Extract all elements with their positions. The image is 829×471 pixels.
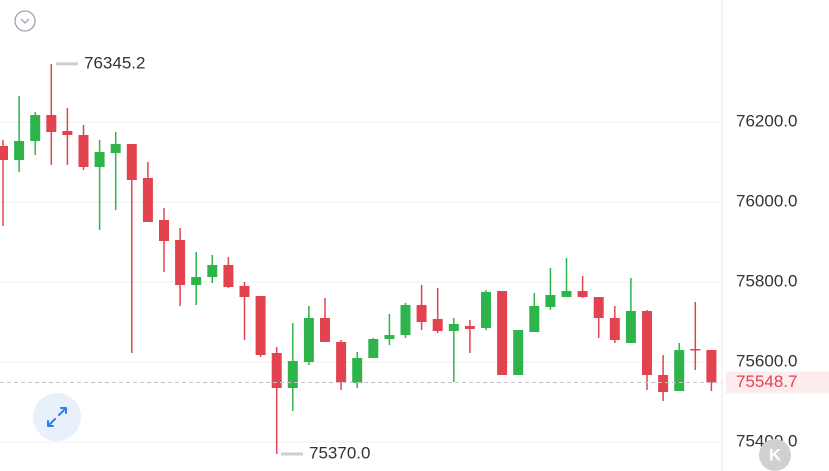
candle-body (142, 178, 153, 222)
candle-body (320, 318, 330, 342)
candle-body (223, 265, 234, 287)
candle-body (642, 311, 652, 375)
candle-body (110, 144, 121, 153)
candle-body (416, 305, 427, 322)
candle-body (94, 152, 105, 167)
candle-body (126, 144, 137, 180)
logo-circle (759, 439, 791, 471)
logo-text: K (769, 445, 782, 464)
candle-body (400, 305, 411, 335)
candle-body (78, 135, 89, 167)
collapse-button[interactable] (14, 10, 36, 32)
last-price-label: 75548.7 (736, 372, 797, 391)
y-tick-label: 75600.0 (736, 351, 797, 370)
candle-body (271, 353, 282, 388)
candle-body (561, 291, 572, 297)
candle-body (175, 240, 186, 285)
candle-body (159, 220, 169, 241)
candle-body (368, 339, 379, 358)
candle-body (706, 350, 717, 383)
candle-body (545, 295, 556, 307)
candle-body (593, 297, 604, 318)
candle-body (497, 291, 508, 375)
candle-body (46, 115, 57, 132)
candle-body (674, 350, 685, 391)
candle-body (336, 342, 347, 382)
candle-body (255, 296, 266, 355)
expand-icon (47, 407, 67, 427)
candle-body (384, 335, 395, 339)
candle-body (0, 146, 8, 160)
candle-body (609, 318, 620, 340)
candle-body (287, 361, 298, 388)
candle-body (191, 277, 202, 285)
y-tick-label: 75800.0 (736, 271, 797, 290)
candle-body (207, 265, 218, 277)
expand-circle (33, 393, 81, 441)
y-tick-label: 76000.0 (736, 191, 797, 210)
candle-body (625, 311, 636, 343)
candle-body (62, 131, 73, 135)
candle-body (448, 324, 459, 331)
candle-body (529, 306, 540, 332)
logo: K (759, 439, 791, 471)
candle-body (352, 358, 363, 383)
candle-body (432, 319, 443, 331)
min-label: 75370.0 (309, 443, 370, 462)
candle-body (513, 330, 524, 375)
collapse-circle (14, 10, 36, 32)
candle-body (464, 326, 475, 329)
candle-body (658, 375, 669, 392)
max-label: 76345.2 (84, 53, 145, 72)
y-tick-label: 76200.0 (736, 111, 797, 130)
candle-body (303, 318, 314, 362)
candle-body (577, 291, 588, 297)
last-price-badge (726, 371, 829, 394)
candle-body (690, 349, 701, 351)
candle-body (481, 292, 491, 328)
candle-body (239, 286, 250, 297)
candle-body (30, 115, 41, 141)
collapse-chevron (20, 18, 30, 24)
candle-body (14, 141, 25, 160)
expand-button[interactable] (33, 393, 81, 441)
